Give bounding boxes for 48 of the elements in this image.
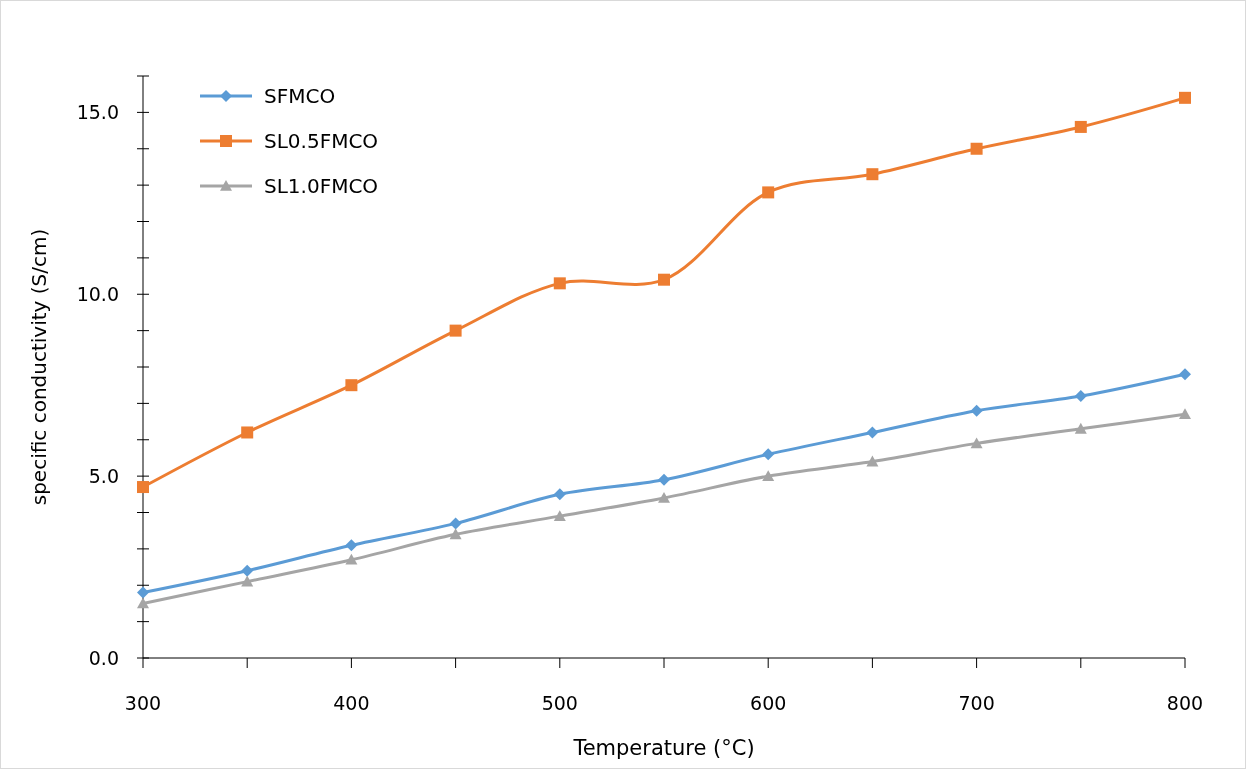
- point: [345, 553, 358, 565]
- x-tick-label: 400: [333, 692, 370, 714]
- point: [866, 426, 879, 439]
- point: [1179, 91, 1191, 104]
- x-tick-label: 700: [958, 692, 995, 714]
- legend-label: SFMCO: [264, 84, 336, 108]
- point: [762, 186, 775, 199]
- point: [1179, 368, 1191, 381]
- point: [553, 510, 566, 521]
- point: [658, 273, 670, 286]
- point: [762, 448, 775, 461]
- point: [137, 481, 149, 494]
- point: [241, 426, 254, 439]
- y-tick-label: 10.0: [76, 282, 119, 305]
- point: [241, 575, 254, 587]
- point: [866, 455, 879, 467]
- point: [970, 142, 983, 155]
- x-tick-label: 600: [750, 692, 787, 714]
- y-tick-label: 15.0: [76, 101, 119, 124]
- legend-label: SL1.0FMCO: [264, 174, 379, 198]
- point: [1074, 390, 1087, 403]
- x-tick-label: 800: [1166, 692, 1204, 714]
- point: [449, 324, 462, 337]
- point: [449, 528, 462, 540]
- y-tick-label: 0.0: [88, 646, 119, 669]
- point: [658, 491, 670, 503]
- point: [137, 586, 149, 599]
- x-axis-title: Temperature (°C): [572, 736, 755, 760]
- point: [970, 404, 983, 417]
- point: [762, 470, 775, 481]
- y-axis-title: specific conductivity (S/cm): [27, 228, 51, 506]
- point: [449, 517, 462, 530]
- point: [1074, 422, 1087, 434]
- point: [345, 539, 358, 552]
- y-tick-label: 5.0: [88, 464, 119, 487]
- point: [866, 168, 879, 181]
- legend-label: SL0.5FMCO: [264, 129, 379, 153]
- x-tick-label: 300: [124, 692, 162, 714]
- point: [345, 379, 358, 392]
- point: [970, 437, 983, 449]
- x-tick-label: 500: [541, 692, 578, 714]
- point: [241, 564, 254, 577]
- point: [1074, 120, 1087, 133]
- point: [1179, 408, 1191, 420]
- point: [658, 473, 670, 486]
- point: [137, 597, 149, 609]
- point: [553, 488, 566, 501]
- point: [553, 277, 566, 290]
